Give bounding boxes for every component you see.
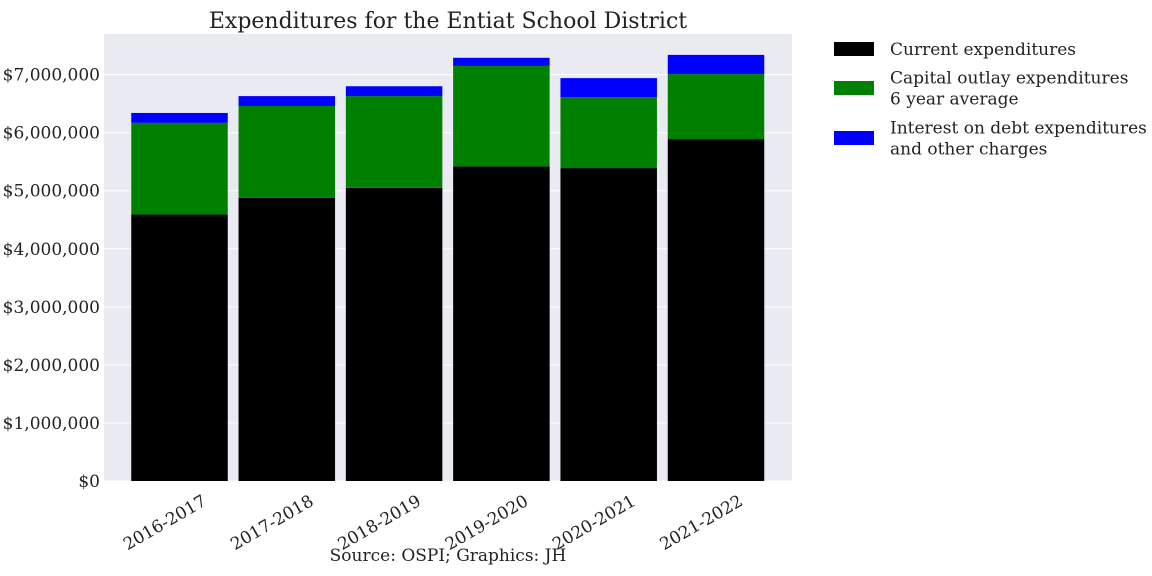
y-tick-labels: $0 $1,000,000 $2,000,000 $3,000,000 $4,000,0… xyxy=(3,66,100,492)
legend-label-1: 6 year average xyxy=(890,90,1019,110)
source-note: Source: OSPI; Graphics: JH xyxy=(330,546,567,566)
y-tick-label: $7,000,000 xyxy=(3,66,100,86)
legend-swatch-2 xyxy=(834,131,874,145)
bar-segment-series-2-2018-2019 xyxy=(345,86,443,97)
x-tick-label: 2017-2018 xyxy=(227,491,317,554)
bar-segment-series-0-2018-2019 xyxy=(345,187,443,482)
x-tick-label: 2021-2022 xyxy=(657,491,747,554)
bar-segment-series-0-2019-2020 xyxy=(453,166,550,481)
bar-segment-series-1-2017-2018 xyxy=(238,105,336,198)
y-tick-label: $4,000,000 xyxy=(3,240,100,260)
bar-segment-series-2-2021-2022 xyxy=(667,54,765,75)
bar-segment-series-2-2016-2017 xyxy=(131,112,228,123)
y-tick-label: $6,000,000 xyxy=(3,124,100,144)
bar-segment-series-2-2019-2020 xyxy=(453,57,550,66)
chart-title: Expenditures for the Entiat School Distr… xyxy=(209,9,687,34)
bar-segment-series-1-2021-2022 xyxy=(667,74,765,140)
y-tick-label: $1,000,000 xyxy=(3,414,100,434)
bar-segment-series-0-2021-2022 xyxy=(667,139,765,481)
bar-segment-series-0-2020-2021 xyxy=(560,168,657,481)
legend-label-2: and other charges xyxy=(890,140,1047,160)
bar-segment-series-0-2016-2017 xyxy=(131,214,228,481)
y-tick-label: $5,000,000 xyxy=(3,182,100,202)
x-tick-label: 2016-2017 xyxy=(120,491,210,554)
legend-label-0: Current expenditures xyxy=(890,40,1076,60)
bar-segment-series-1-2016-2017 xyxy=(131,122,228,215)
bar-segment-series-1-2020-2021 xyxy=(560,97,657,169)
y-tick-label: $3,000,000 xyxy=(3,298,100,318)
legend: Current expenditures Capital outlay expen… xyxy=(834,40,1147,160)
bar-segment-series-1-2019-2020 xyxy=(453,65,550,167)
bars xyxy=(131,54,765,482)
bar-segment-series-1-2018-2019 xyxy=(345,96,443,188)
bar-segment-series-0-2017-2018 xyxy=(238,197,336,482)
y-tick-label: $2,000,000 xyxy=(3,356,100,376)
legend-swatch-0 xyxy=(834,42,874,56)
legend-swatch-1 xyxy=(834,81,874,95)
bar-segment-series-2-2017-2018 xyxy=(238,96,336,106)
y-tick-label: $0 xyxy=(78,472,100,492)
bar-segment-series-2-2020-2021 xyxy=(560,78,657,98)
legend-label-1: Capital outlay expenditures xyxy=(890,69,1128,89)
legend-label-2: Interest on debt expenditures xyxy=(890,119,1147,139)
